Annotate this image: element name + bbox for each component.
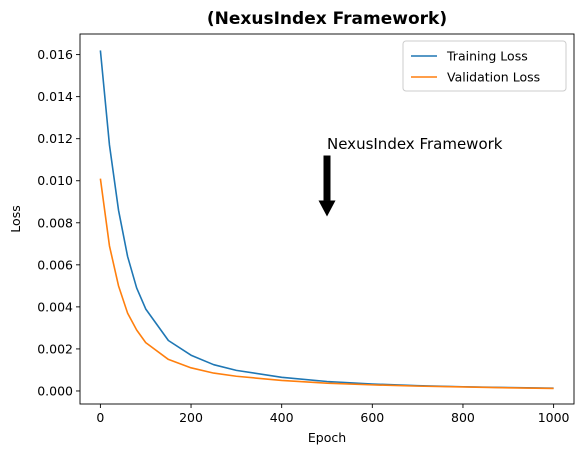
chart-title: (NexusIndex Framework): [207, 9, 447, 29]
annotation-text: NexusIndex Framework: [327, 135, 503, 153]
legend: Training Loss Validation Loss: [402, 40, 567, 92]
y-tick-label: 0.002: [37, 341, 73, 356]
x-tick-label: 600: [360, 410, 384, 425]
y-tick-label: 0.006: [37, 257, 73, 272]
x-tick-label: 800: [451, 410, 475, 425]
axes-frame: [79, 33, 575, 405]
series-line-1: [99, 50, 554, 390]
y-tick-label: 0.016: [37, 47, 73, 62]
legend-label: Validation Loss: [447, 70, 540, 85]
x-tick-label: 1000: [538, 410, 570, 425]
series-line-2: [99, 178, 554, 390]
x-axis-label: Epoch: [308, 430, 346, 445]
y-tick-label: 0.008: [37, 215, 73, 230]
legend-box: [402, 40, 567, 92]
y-axis-label: Loss: [8, 205, 23, 232]
plot-area: 0 200 400 600 800 1000 0.000 0.002 0.004 0.006 0.0…: [37, 33, 575, 425]
y-tick-label: 0.014: [37, 89, 73, 104]
x-tick-label: 0: [96, 410, 104, 425]
y-tick-label: 0.012: [37, 131, 73, 146]
x-tick-label: 400: [270, 410, 294, 425]
annotation: NexusIndex Framework: [318, 135, 503, 217]
y-tick-label: 0.000: [37, 383, 73, 398]
annotation-arrow-shaft: [323, 155, 331, 201]
y-tick-label: 0.010: [37, 173, 73, 188]
y-tick-label: 0.004: [37, 299, 73, 314]
legend-label: Training Loss: [446, 49, 528, 64]
annotation-arrow-head: [318, 200, 336, 217]
x-tick-label: 200: [179, 410, 203, 425]
